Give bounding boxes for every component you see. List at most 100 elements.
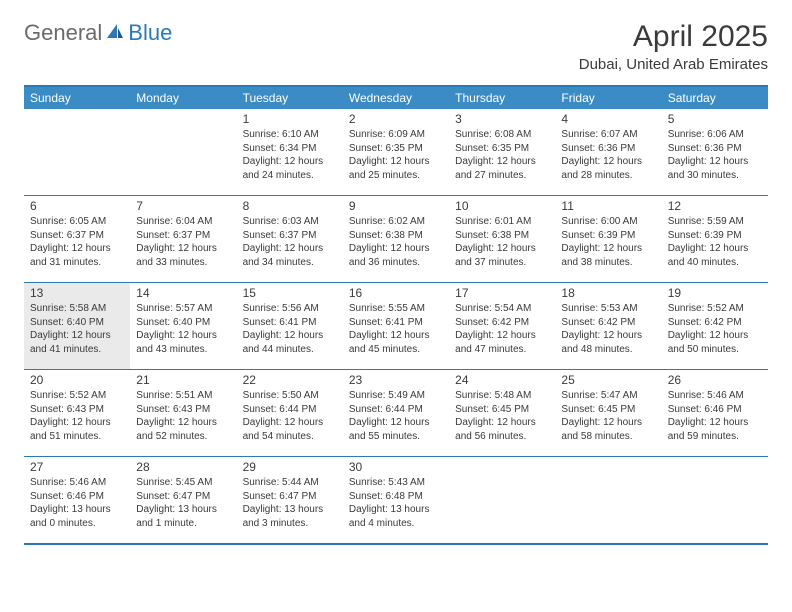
day-header: Thursday (449, 87, 555, 109)
calendar-cell: 12Sunrise: 5:59 AMSunset: 6:39 PMDayligh… (662, 196, 768, 282)
sunrise-line: Sunrise: 6:07 AM (561, 128, 655, 142)
daylight-line: Daylight: 12 hours and 30 minutes. (668, 155, 762, 182)
day-number: 2 (349, 112, 443, 126)
sunrise-line: Sunrise: 5:55 AM (349, 302, 443, 316)
sunset-line: Sunset: 6:34 PM (243, 142, 337, 156)
sunset-line: Sunset: 6:40 PM (136, 316, 230, 330)
calendar-cell: 10Sunrise: 6:01 AMSunset: 6:38 PMDayligh… (449, 196, 555, 282)
calendar-week: 1Sunrise: 6:10 AMSunset: 6:34 PMDaylight… (24, 109, 768, 196)
day-number: 16 (349, 286, 443, 300)
sunset-line: Sunset: 6:43 PM (30, 403, 124, 417)
calendar-cell: 6Sunrise: 6:05 AMSunset: 6:37 PMDaylight… (24, 196, 130, 282)
sunrise-line: Sunrise: 5:48 AM (455, 389, 549, 403)
day-number: 26 (668, 373, 762, 387)
daylight-line: Daylight: 12 hours and 55 minutes. (349, 416, 443, 443)
day-number: 23 (349, 373, 443, 387)
daylight-line: Daylight: 12 hours and 24 minutes. (243, 155, 337, 182)
daylight-line: Daylight: 12 hours and 48 minutes. (561, 329, 655, 356)
calendar-week: 20Sunrise: 5:52 AMSunset: 6:43 PMDayligh… (24, 370, 768, 457)
sunrise-line: Sunrise: 5:44 AM (243, 476, 337, 490)
sunrise-line: Sunrise: 6:03 AM (243, 215, 337, 229)
sunset-line: Sunset: 6:46 PM (668, 403, 762, 417)
calendar-cell: 1Sunrise: 6:10 AMSunset: 6:34 PMDaylight… (237, 109, 343, 195)
sail-icon (105, 22, 125, 45)
sunrise-line: Sunrise: 5:43 AM (349, 476, 443, 490)
day-number: 25 (561, 373, 655, 387)
day-number: 18 (561, 286, 655, 300)
sunset-line: Sunset: 6:39 PM (668, 229, 762, 243)
sunset-line: Sunset: 6:44 PM (243, 403, 337, 417)
sunset-line: Sunset: 6:39 PM (561, 229, 655, 243)
sunset-line: Sunset: 6:38 PM (455, 229, 549, 243)
sunrise-line: Sunrise: 5:45 AM (136, 476, 230, 490)
calendar-cell: 7Sunrise: 6:04 AMSunset: 6:37 PMDaylight… (130, 196, 236, 282)
calendar-cell: 27Sunrise: 5:46 AMSunset: 6:46 PMDayligh… (24, 457, 130, 543)
day-number: 7 (136, 199, 230, 213)
sunset-line: Sunset: 6:42 PM (561, 316, 655, 330)
sunrise-line: Sunrise: 6:01 AM (455, 215, 549, 229)
day-number: 14 (136, 286, 230, 300)
daylight-line: Daylight: 12 hours and 31 minutes. (30, 242, 124, 269)
logo-word-general: General (24, 20, 102, 46)
calendar-week: 13Sunrise: 5:58 AMSunset: 6:40 PMDayligh… (24, 283, 768, 370)
day-number: 5 (668, 112, 762, 126)
sunrise-line: Sunrise: 6:09 AM (349, 128, 443, 142)
day-header: Saturday (662, 87, 768, 109)
calendar-cell-empty (130, 109, 236, 195)
calendar-week: 27Sunrise: 5:46 AMSunset: 6:46 PMDayligh… (24, 457, 768, 543)
calendar-cell: 22Sunrise: 5:50 AMSunset: 6:44 PMDayligh… (237, 370, 343, 456)
sunset-line: Sunset: 6:43 PM (136, 403, 230, 417)
sunrise-line: Sunrise: 5:52 AM (30, 389, 124, 403)
day-number: 27 (30, 460, 124, 474)
daylight-line: Daylight: 12 hours and 40 minutes. (668, 242, 762, 269)
sunset-line: Sunset: 6:40 PM (30, 316, 124, 330)
day-header: Monday (130, 87, 236, 109)
daylight-line: Daylight: 12 hours and 52 minutes. (136, 416, 230, 443)
sunset-line: Sunset: 6:42 PM (668, 316, 762, 330)
daylight-line: Daylight: 13 hours and 3 minutes. (243, 503, 337, 530)
daylight-line: Daylight: 13 hours and 1 minute. (136, 503, 230, 530)
day-headers-row: SundayMondayTuesdayWednesdayThursdayFrid… (24, 87, 768, 109)
sunrise-line: Sunrise: 6:04 AM (136, 215, 230, 229)
sunset-line: Sunset: 6:36 PM (561, 142, 655, 156)
calendar-cell: 5 Sunrise: 6:06 AMSunset: 6:36 PMDaylight… (662, 109, 768, 195)
day-number: 15 (243, 286, 337, 300)
calendar-cell: 9Sunrise: 6:02 AMSunset: 6:38 PMDaylight… (343, 196, 449, 282)
day-number: 20 (30, 373, 124, 387)
sunrise-line: Sunrise: 6:05 AM (30, 215, 124, 229)
sunrise-line: Sunrise: 5:56 AM (243, 302, 337, 316)
sunrise-line: Sunrise: 5:47 AM (561, 389, 655, 403)
daylight-line: Daylight: 12 hours and 33 minutes. (136, 242, 230, 269)
sunrise-line: Sunrise: 6:06 AM (668, 128, 762, 142)
calendar-cell: 24Sunrise: 5:48 AMSunset: 6:45 PMDayligh… (449, 370, 555, 456)
daylight-line: Daylight: 12 hours and 27 minutes. (455, 155, 549, 182)
calendar-cell: 17Sunrise: 5:54 AMSunset: 6:42 PMDayligh… (449, 283, 555, 369)
sunrise-line: Sunrise: 6:02 AM (349, 215, 443, 229)
title-block: April 2025 Dubai, United Arab Emirates (579, 20, 768, 73)
day-header: Wednesday (343, 87, 449, 109)
day-number: 28 (136, 460, 230, 474)
day-header: Tuesday (237, 87, 343, 109)
logo-word-blue: Blue (128, 20, 172, 46)
sunrise-line: Sunrise: 6:08 AM (455, 128, 549, 142)
page-title: April 2025 (579, 20, 768, 54)
sunrise-line: Sunrise: 5:46 AM (668, 389, 762, 403)
sunset-line: Sunset: 6:35 PM (349, 142, 443, 156)
day-header: Friday (555, 87, 661, 109)
sunset-line: Sunset: 6:44 PM (349, 403, 443, 417)
sunset-line: Sunset: 6:36 PM (668, 142, 762, 156)
daylight-line: Daylight: 12 hours and 50 minutes. (668, 329, 762, 356)
calendar-cell: 29Sunrise: 5:44 AMSunset: 6:47 PMDayligh… (237, 457, 343, 543)
calendar-cell: 11Sunrise: 6:00 AMSunset: 6:39 PMDayligh… (555, 196, 661, 282)
day-number: 21 (136, 373, 230, 387)
sunset-line: Sunset: 6:35 PM (455, 142, 549, 156)
calendar-cell: 4Sunrise: 6:07 AMSunset: 6:36 PMDaylight… (555, 109, 661, 195)
calendar-cell: 16Sunrise: 5:55 AMSunset: 6:41 PMDayligh… (343, 283, 449, 369)
day-number: 3 (455, 112, 549, 126)
daylight-line: Daylight: 12 hours and 51 minutes. (30, 416, 124, 443)
daylight-line: Daylight: 13 hours and 0 minutes. (30, 503, 124, 530)
sunset-line: Sunset: 6:46 PM (30, 490, 124, 504)
sunset-line: Sunset: 6:42 PM (455, 316, 549, 330)
weeks-container: 1Sunrise: 6:10 AMSunset: 6:34 PMDaylight… (24, 109, 768, 543)
calendar-cell-empty (449, 457, 555, 543)
